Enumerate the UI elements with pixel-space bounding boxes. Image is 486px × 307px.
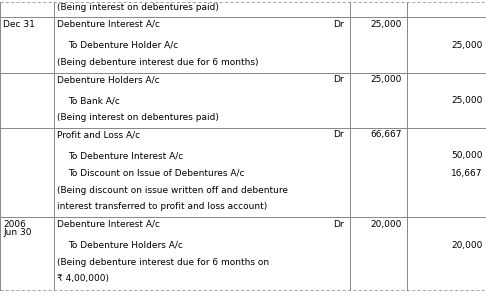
Text: Debenture Interest A/c: Debenture Interest A/c [57,20,160,29]
Text: To Debenture Holders A/c: To Debenture Holders A/c [68,241,183,250]
Text: (Being debenture interest due for 6 months): (Being debenture interest due for 6 mont… [57,58,259,67]
Text: To Discount on Issue of Debentures A/c: To Discount on Issue of Debentures A/c [68,169,244,177]
Text: 50,000: 50,000 [451,151,483,160]
Text: 25,000: 25,000 [370,20,402,29]
Text: To Bank A/c: To Bank A/c [68,96,120,105]
Text: To Debenture Interest A/c: To Debenture Interest A/c [68,151,183,160]
Text: (Being discount on issue written off and debenture: (Being discount on issue written off and… [57,186,288,195]
Text: 16,667: 16,667 [451,169,483,177]
Text: To Debenture Holder A/c: To Debenture Holder A/c [68,41,178,50]
Text: 25,000: 25,000 [370,75,402,84]
Text: 20,000: 20,000 [370,220,402,229]
Text: Dr: Dr [333,75,344,84]
Text: 66,667: 66,667 [370,130,402,139]
Text: (Being debenture interest due for 6 months on: (Being debenture interest due for 6 mont… [57,258,269,267]
Text: Dr: Dr [333,220,344,229]
Text: Dr: Dr [333,130,344,139]
Text: 20,000: 20,000 [451,241,483,250]
Text: (Being interest on debentures paid): (Being interest on debentures paid) [57,113,219,122]
Text: 25,000: 25,000 [451,41,483,50]
Text: ₹ 4,00,000): ₹ 4,00,000) [57,274,109,283]
Text: Debenture Interest A/c: Debenture Interest A/c [57,220,160,229]
Text: 2006: 2006 [3,220,26,229]
Text: 25,000: 25,000 [451,96,483,105]
Text: Profit and Loss A/c: Profit and Loss A/c [57,130,140,139]
Text: Dr: Dr [333,20,344,29]
Text: Debenture Holders A/c: Debenture Holders A/c [57,75,160,84]
Text: (Being interest on debentures paid): (Being interest on debentures paid) [57,3,219,12]
Text: Dec 31: Dec 31 [3,20,35,29]
Text: interest transferred to profit and loss account): interest transferred to profit and loss … [57,202,268,211]
Text: Jun 30: Jun 30 [3,228,32,237]
